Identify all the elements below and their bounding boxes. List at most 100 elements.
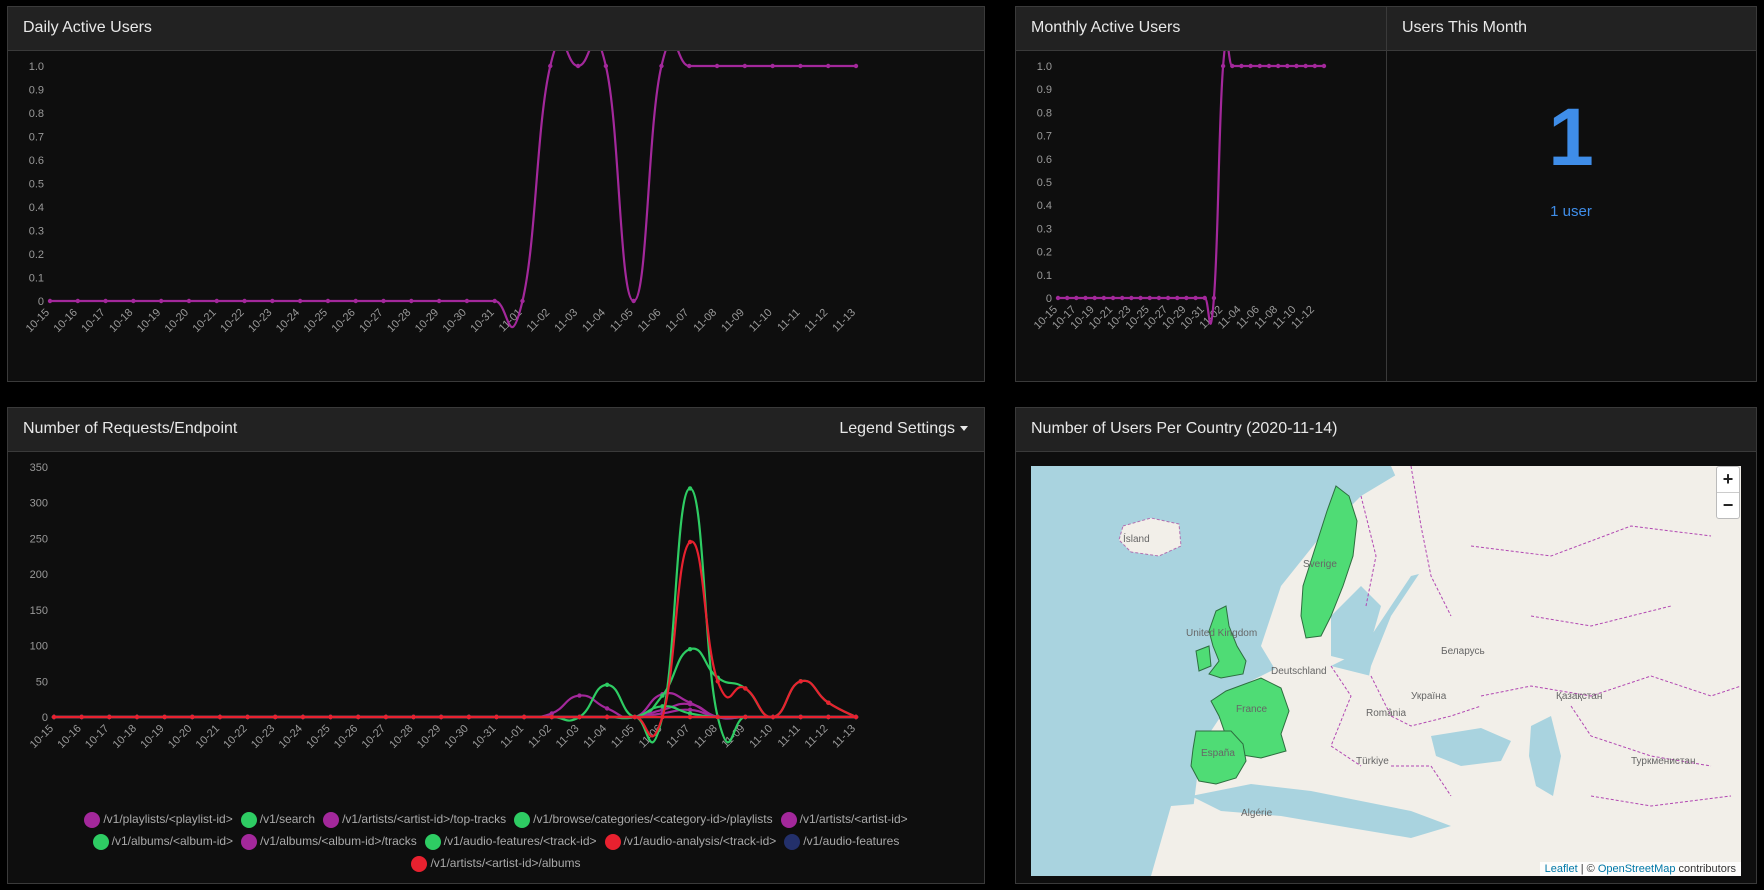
x-tick-label: 10-17 — [83, 723, 111, 751]
data-point — [660, 693, 665, 698]
y-tick-label: 250 — [30, 533, 48, 545]
data-point — [1101, 295, 1107, 301]
data-point — [494, 714, 499, 720]
legend-swatch — [514, 811, 531, 828]
users-this-month-title: Users This Month — [1386, 7, 1756, 51]
data-point — [1175, 295, 1180, 301]
data-point — [631, 298, 636, 304]
legend-item[interactable]: /v1/artists/<artist-id>/top-tracks — [323, 808, 506, 830]
map-country-label: France — [1236, 704, 1268, 715]
y-tick-label: 150 — [30, 605, 48, 617]
x-tick-label: 10-24 — [277, 723, 305, 751]
x-tick-label: 10-19 — [138, 723, 166, 751]
legend-item[interactable]: /v1/albums/<album-id>/tracks — [241, 830, 417, 852]
data-point — [134, 714, 140, 720]
data-point — [687, 486, 693, 491]
legend-label: /v1/audio-features/<track-id> — [443, 834, 597, 848]
y-tick-label: 0.7 — [1037, 131, 1052, 143]
country-map[interactable]: Ísland United Kingdom Sverige France España D… — [1031, 466, 1741, 876]
data-point — [826, 714, 831, 720]
caret-down-icon — [960, 426, 968, 432]
x-tick-label: 10-30 — [441, 307, 469, 335]
zoom-out-button[interactable]: − — [1717, 492, 1739, 518]
data-point — [826, 700, 831, 705]
x-tick-label: 10-15 — [24, 307, 52, 335]
x-tick-label: 10-29 — [413, 307, 441, 335]
legend-item[interactable]: /v1/audio-features/<track-id> — [424, 830, 597, 852]
x-tick-label: 10-18 — [111, 723, 139, 751]
data-point — [103, 298, 108, 304]
data-point — [1230, 63, 1235, 69]
legend-item[interactable]: /v1/browse/categories/<category-id>/play… — [514, 808, 773, 830]
data-point — [107, 714, 112, 720]
attribution-separator: | © — [1577, 863, 1598, 875]
x-tick-label: 11-05 — [608, 307, 636, 335]
data-point — [47, 298, 53, 304]
data-point — [1083, 295, 1088, 301]
x-tick-label: 10-26 — [329, 307, 357, 335]
country-spain — [1190, 730, 1247, 785]
legend-item[interactable]: /v1/albums/<album-id> — [92, 830, 233, 852]
data-point — [79, 714, 84, 720]
legend-swatch — [780, 811, 797, 828]
x-tick-label: 11-06 — [636, 307, 664, 335]
y-tick-label: 1.0 — [29, 61, 44, 73]
y-tick-label: 50 — [36, 676, 48, 688]
x-tick-label: 11-13 — [830, 307, 858, 335]
data-point — [1202, 295, 1207, 301]
legend-settings-dropdown[interactable]: Legend Settings — [839, 420, 968, 438]
data-point — [492, 298, 497, 304]
data-point — [687, 701, 693, 707]
map-country-label: Deutschland — [1271, 666, 1327, 677]
y-tick-label: 0.8 — [29, 108, 44, 120]
data-point — [381, 298, 386, 304]
data-point — [1257, 63, 1262, 69]
data-point — [603, 63, 609, 69]
data-point — [1110, 295, 1116, 301]
map-country-label: España — [1201, 748, 1235, 759]
data-point — [1248, 63, 1253, 69]
legend-item[interactable]: /v1/search — [240, 808, 315, 830]
openstreetmap-link[interactable]: OpenStreetMap — [1597, 863, 1676, 875]
x-tick-label: 11-10 — [747, 723, 775, 751]
leaflet-link[interactable]: Leaflet — [1544, 863, 1578, 875]
data-point — [1055, 295, 1061, 301]
map-country-label: Sverige — [1303, 559, 1337, 570]
requests-per-endpoint-panel: Number of Requests/Endpoint Legend Setti… — [7, 407, 985, 884]
data-point — [1239, 63, 1244, 69]
country-ireland — [1195, 645, 1212, 672]
users-this-month-count: 1 — [1548, 92, 1594, 183]
data-point — [328, 714, 333, 720]
requests-title: Number of Requests/Endpoint — [8, 408, 984, 452]
y-tick-label: 1.0 — [1037, 61, 1052, 73]
legend-swatch — [411, 855, 428, 872]
map-country-label: Ísland — [1123, 534, 1150, 545]
x-tick-label: 10-27 — [360, 723, 388, 751]
mau-chart: 00.10.20.30.40.50.60.70.80.91.010-1510-1… — [1032, 39, 1327, 332]
x-tick-label: 10-18 — [107, 307, 135, 335]
legend-item[interactable]: /v1/audio-analysis/<track-id> — [604, 830, 776, 852]
data-point — [273, 714, 278, 720]
series-line — [53, 540, 857, 738]
x-tick-label: 11-08 — [692, 723, 720, 751]
y-tick-label: 0 — [1046, 293, 1052, 305]
x-tick-label: 11-12 — [803, 723, 831, 751]
data-point — [51, 714, 57, 720]
legend-item[interactable]: /v1/artists/<artist-id> — [780, 808, 908, 830]
y-tick-label: 0.9 — [29, 85, 44, 97]
data-point — [1275, 63, 1281, 69]
legend-item[interactable]: /v1/artists/<artist-id>/albums — [411, 852, 581, 874]
chart-legend: /v1/playlists/<playlist-id> /v1/search/v1… — [8, 808, 984, 874]
legend-item[interactable]: /v1/audio-features — [784, 830, 899, 852]
y-tick-label: 0.7 — [29, 132, 44, 144]
zoom-in-button[interactable]: + — [1722, 469, 1734, 489]
y-tick-label: 100 — [30, 641, 48, 653]
legend-label: /v1/artists/<artist-id>/albums — [430, 856, 581, 870]
data-point — [409, 298, 414, 304]
legend-item[interactable]: /v1/playlists/<playlist-id> — [84, 808, 233, 830]
legend-label: /v1/albums/<album-id>/tracks — [260, 834, 417, 848]
legend-label: /v1/artists/<artist-id> — [799, 812, 908, 826]
x-tick-label: 11-03 — [552, 307, 580, 335]
data-point — [245, 714, 250, 720]
legend-swatch — [784, 833, 801, 850]
